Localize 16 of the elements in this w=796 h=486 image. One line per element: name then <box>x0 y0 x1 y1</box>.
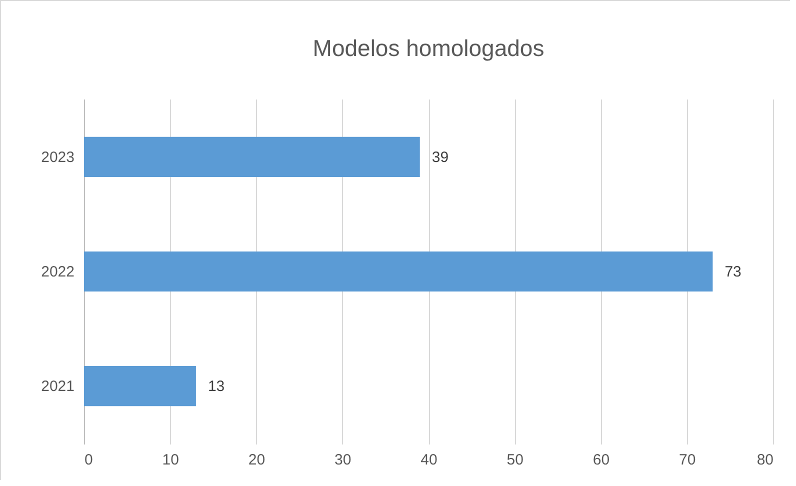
y-tick-label: 2021 <box>41 378 74 396</box>
data-label: 13 <box>208 378 225 396</box>
y-tick-label: 2023 <box>41 148 74 166</box>
x-tick-label: 60 <box>592 452 610 468</box>
x-tick-label: 70 <box>679 452 696 468</box>
x-tick-label: 10 <box>162 452 179 468</box>
x-tick-label: 50 <box>506 452 524 468</box>
x-tick-label: 0 <box>84 452 93 468</box>
data-label: 73 <box>724 264 742 280</box>
chart-title: Modelos homologados <box>312 35 544 61</box>
x-tick-label: 80 <box>756 452 774 468</box>
y-tick-label: 2022 <box>41 264 74 280</box>
data-label: 39 <box>432 148 449 166</box>
x-tick-label: 30 <box>334 452 352 468</box>
x-tick-label: 20 <box>248 452 266 468</box>
x-tick-label: 40 <box>420 452 438 468</box>
